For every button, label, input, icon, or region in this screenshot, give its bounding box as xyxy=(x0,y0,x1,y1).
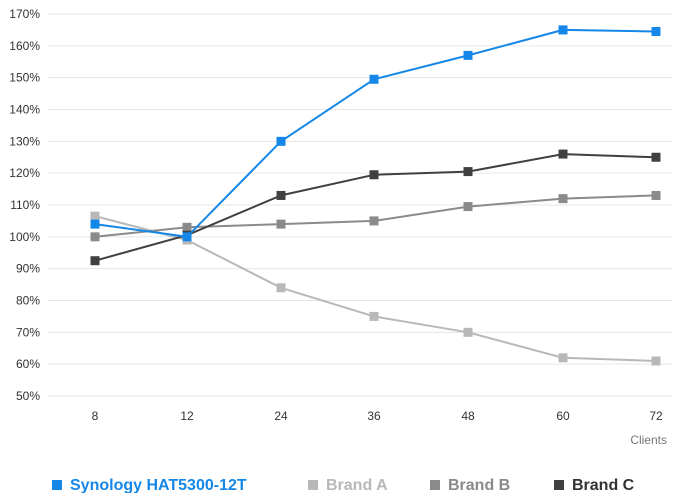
legend-label: Brand C xyxy=(572,477,635,493)
y-tick-label: 130% xyxy=(9,134,40,148)
data-point[interactable] xyxy=(651,152,661,162)
y-tick-label: 140% xyxy=(9,103,40,117)
data-point[interactable] xyxy=(463,167,473,177)
legend-swatch xyxy=(52,480,62,490)
data-point[interactable] xyxy=(276,283,286,293)
data-point[interactable] xyxy=(369,216,379,226)
y-axis-ticks: 50% 60% 70% 80% 90% 100% 110% 120% 130% 140% 150% 1… xyxy=(9,7,40,403)
data-point[interactable] xyxy=(651,356,661,366)
series-0 xyxy=(90,25,661,242)
data-point[interactable] xyxy=(651,190,661,200)
y-tick-label: 120% xyxy=(9,166,40,180)
y-tick-label: 100% xyxy=(9,230,40,244)
x-axis-title: Clients xyxy=(630,433,667,447)
series-2 xyxy=(90,190,661,242)
data-point[interactable] xyxy=(558,25,568,35)
y-tick-label: 80% xyxy=(16,294,40,308)
data-point[interactable] xyxy=(182,222,192,232)
series-line xyxy=(94,194,657,238)
y-tick-label: 50% xyxy=(16,389,40,403)
x-tick-label: 12 xyxy=(180,409,194,423)
data-point[interactable] xyxy=(90,219,100,229)
y-tick-label: 70% xyxy=(16,325,40,339)
x-tick-label: 8 xyxy=(92,409,99,423)
legend-item[interactable]: Synology HAT5300-12T xyxy=(52,477,247,493)
data-point[interactable] xyxy=(90,256,100,266)
data-point[interactable] xyxy=(276,190,286,200)
legend-label: Brand B xyxy=(448,477,510,493)
data-point[interactable] xyxy=(369,74,379,84)
y-tick-label: 110% xyxy=(10,198,40,212)
y-tick-label: 150% xyxy=(9,71,40,85)
x-tick-label: 72 xyxy=(649,409,663,423)
data-point[interactable] xyxy=(369,170,379,180)
series-line xyxy=(94,153,657,262)
data-point[interactable] xyxy=(651,27,661,37)
x-axis-ticks: 8 12 24 36 48 60 72 xyxy=(92,409,663,423)
data-point[interactable] xyxy=(558,353,568,363)
series-line xyxy=(94,28,657,238)
legend-swatch xyxy=(308,480,318,490)
legend-label: Brand A xyxy=(326,477,388,493)
series xyxy=(90,25,661,366)
data-point[interactable] xyxy=(463,50,473,60)
legend-swatch xyxy=(554,480,564,490)
legend: Synology HAT5300-12T Brand A Brand B Brand … xyxy=(52,477,635,493)
legend-swatch xyxy=(430,480,440,490)
y-tick-label: 160% xyxy=(9,39,40,53)
data-point[interactable] xyxy=(558,194,568,204)
x-tick-label: 36 xyxy=(367,409,381,423)
data-point[interactable] xyxy=(90,232,100,242)
data-point[interactable] xyxy=(463,327,473,337)
data-point[interactable] xyxy=(90,211,100,221)
data-point[interactable] xyxy=(369,311,379,321)
x-tick-label: 48 xyxy=(461,409,475,423)
data-point[interactable] xyxy=(463,202,473,212)
legend-label: Synology HAT5300-12T xyxy=(70,477,247,493)
legend-item[interactable]: Brand B xyxy=(430,477,510,493)
data-point[interactable] xyxy=(558,149,568,159)
legend-item[interactable]: Brand C xyxy=(554,477,635,493)
y-tick-label: 170% xyxy=(9,7,40,21)
series-3 xyxy=(90,149,661,266)
data-point[interactable] xyxy=(276,219,286,229)
data-point[interactable] xyxy=(276,136,286,146)
y-tick-label: 60% xyxy=(16,357,40,371)
data-point[interactable] xyxy=(182,232,192,242)
x-tick-label: 60 xyxy=(556,409,570,423)
y-tick-label: 90% xyxy=(16,262,40,276)
x-tick-label: 24 xyxy=(274,409,288,423)
legend-item[interactable]: Brand A xyxy=(308,477,388,493)
grid xyxy=(48,13,672,397)
